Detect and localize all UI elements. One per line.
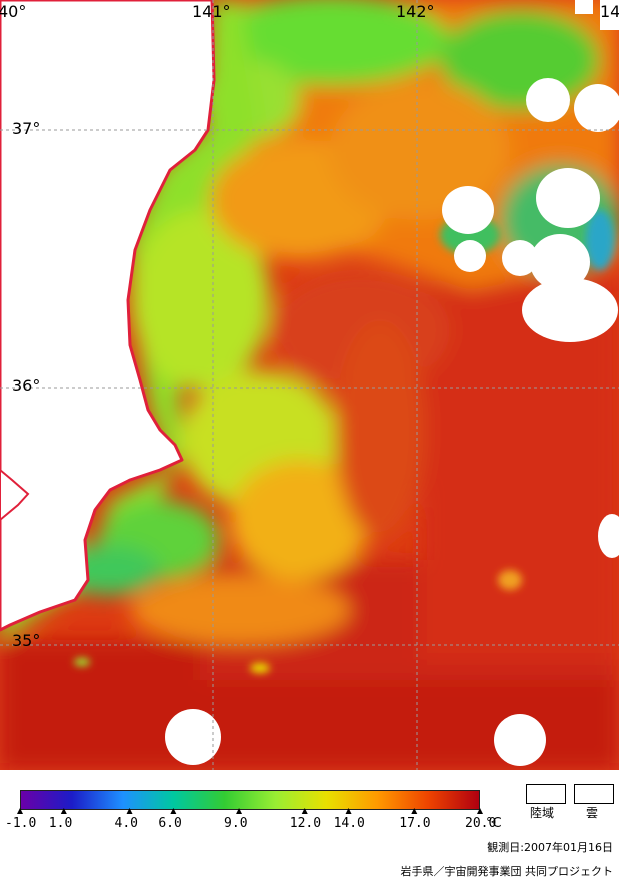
colorbar-tick-8 <box>477 808 483 814</box>
temperature-unit: °C <box>486 816 502 831</box>
colorbar-tick-label: -1.0 <box>5 816 37 831</box>
colorbar-tick-label: 9.0 <box>224 816 248 831</box>
longitude-label-141: 141° <box>192 2 231 21</box>
cloud-legend-swatch <box>574 784 614 804</box>
longitude-label-140: 40° <box>0 2 27 21</box>
colorbar-tick-7 <box>411 808 418 814</box>
colorbar-tick-label: 4.0 <box>114 816 138 831</box>
colorbar-tick-3 <box>170 808 177 814</box>
sea-surface-temperature-image <box>0 0 619 770</box>
colorbar-tick-label: 14.0 <box>333 816 365 831</box>
colorbar-tick-marks <box>17 808 483 814</box>
land-legend-swatch <box>526 784 566 804</box>
longitude-label-143: 14 <box>600 2 619 21</box>
credit-text: 岩手県／宇宙開発事業団 共同プロジェクト <box>400 865 614 878</box>
cloud-legend-label: 雲 <box>586 806 599 820</box>
colorbar-tick-5 <box>301 808 308 814</box>
temperature-colorbar <box>20 790 480 810</box>
colorbar-tick-label: 1.0 <box>48 816 73 831</box>
longitude-label-142: 142° <box>396 2 435 21</box>
colorbar-tick-6 <box>345 808 352 814</box>
colorbar-tick-1 <box>60 808 67 814</box>
colorbar-tick-4 <box>236 808 243 814</box>
latitude-label-37: 37° <box>12 119 41 138</box>
colorbar-tick-label: 6.0 <box>158 816 182 831</box>
colorbar-tick-0 <box>17 808 23 814</box>
colorbar-tick-label: 12.0 <box>289 816 322 831</box>
land-legend-label: 陸域 <box>530 806 555 820</box>
colorbar-tick-label: 20.0 <box>465 816 497 831</box>
latitude-label-36: 36° <box>12 376 41 395</box>
latitude-label-35: 35° <box>12 631 41 650</box>
observation-date: 観測日:2007年01月16日 <box>487 841 613 854</box>
colorbar-tick-2 <box>126 808 133 814</box>
colorbar-tick-label: 17.0 <box>399 816 431 831</box>
sst-map: 40° 141° 142° 14 37° 36° 35° <box>0 0 619 770</box>
